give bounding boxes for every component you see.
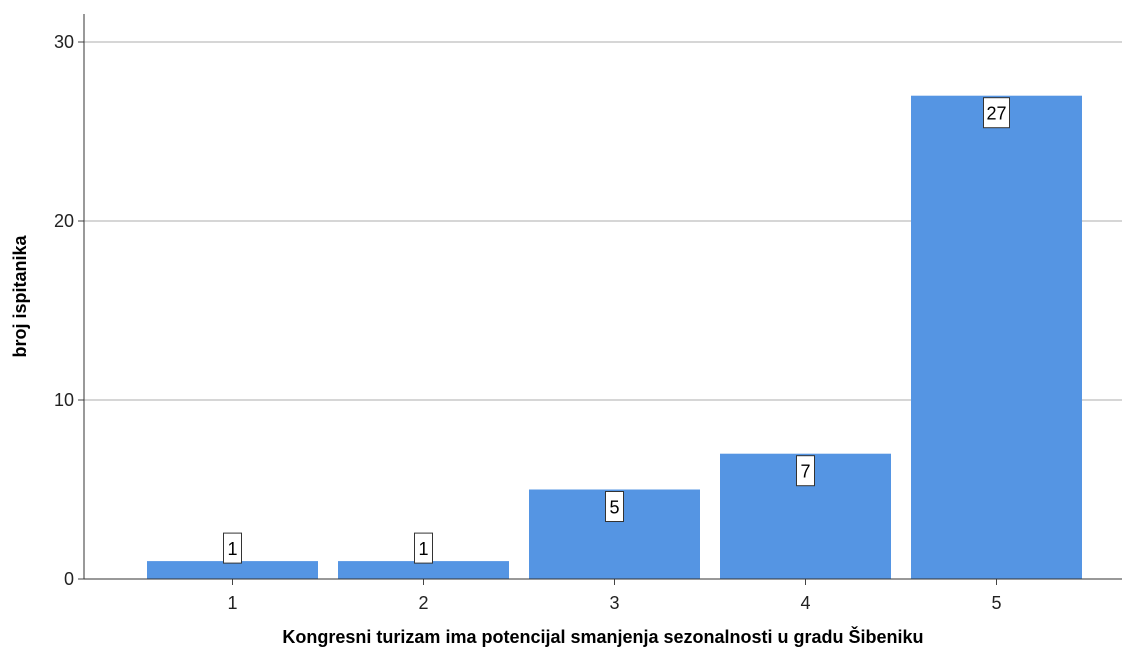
data-label-box (796, 455, 815, 487)
data-label-box (414, 532, 433, 564)
x-tick-label: 1 (227, 593, 237, 613)
y-tick-label: 30 (54, 32, 74, 52)
y-axis-ticks: 0 10 20 30 (54, 32, 84, 589)
data-label: 5 (605, 491, 624, 522)
data-label: 7 (796, 455, 815, 487)
x-tick-label: 4 (800, 593, 810, 613)
x-tick-label: 5 (991, 593, 1001, 613)
data-label-box (223, 532, 242, 564)
x-axis-title: Kongresni turizam ima potencijal smanjen… (282, 626, 923, 647)
data-label-text: 1 (227, 539, 237, 559)
x-tick-label: 3 (609, 593, 619, 613)
data-label-box (983, 97, 1010, 129)
x-axis-ticks: 1 2 3 4 5 (227, 579, 1002, 613)
data-label-text: 27 (986, 104, 1006, 124)
data-label-text: 7 (800, 462, 810, 482)
y-tick-label: 20 (54, 211, 74, 231)
y-tick-label: 0 (64, 569, 74, 589)
data-label-text: 5 (609, 498, 619, 518)
x-tick-label: 2 (418, 593, 428, 613)
data-label-box (605, 491, 624, 522)
data-label: 1 (223, 532, 242, 564)
data-label: 1 (414, 532, 433, 564)
bar (147, 561, 318, 579)
y-tick-label: 10 (54, 390, 74, 410)
y-axis-title: broj ispitanika (10, 234, 30, 357)
bar (338, 561, 509, 579)
data-label-text: 1 (418, 539, 428, 559)
bar (911, 95, 1082, 579)
data-labels: 1 1 5 7 27 (223, 97, 1010, 564)
bars (147, 95, 1082, 579)
data-label: 27 (983, 97, 1010, 129)
